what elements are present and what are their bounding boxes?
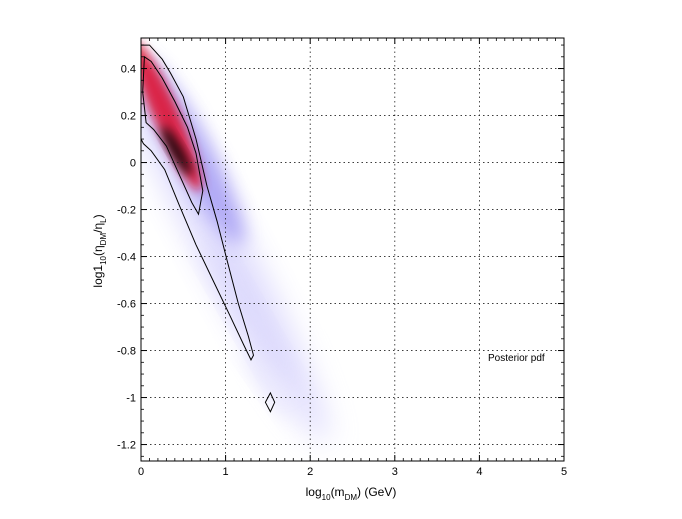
x-tick-label: 5: [561, 466, 567, 478]
posterior-pdf-annotation: Posterior pdf: [488, 353, 545, 364]
y-tick-label: -0.8: [117, 346, 136, 358]
contour-island: [264, 391, 276, 413]
density-blob: [161, 126, 192, 176]
y-tick-label: 0.2: [121, 111, 136, 123]
y-tick-label: 0.4: [121, 64, 136, 76]
label-layer: 0 1 2 3 4 5 0.4 0.2 0 -0.2 -0.4 -0.6 -0.8 -1 -1.2: [117, 64, 567, 478]
tick-layer: [140, 38, 565, 461]
y-tick-label: -1: [126, 393, 136, 405]
y-tick-label: 0: [130, 158, 136, 170]
x-tick-label: 0: [138, 466, 144, 478]
density-blob: [242, 350, 294, 421]
x-tick-label: 1: [223, 466, 229, 478]
density-layer: [141, 40, 329, 443]
y-tick-label: -0.4: [117, 252, 136, 264]
y-axis-label: log110(ηDM/ηL): [91, 214, 108, 287]
y-tick-label: -0.2: [117, 205, 136, 217]
grid-layer: [141, 38, 564, 461]
density-blob: [204, 243, 290, 387]
x-tick-label: 3: [392, 466, 398, 478]
y-tick-label: -0.6: [117, 299, 136, 311]
y-tick-label: -1.2: [117, 440, 136, 452]
contour-outer: [141, 44, 255, 361]
contour-layer: [141, 44, 276, 413]
x-tick-label: 2: [307, 466, 313, 478]
contour-inner: [142, 55, 204, 216]
x-tick-label: 4: [476, 466, 482, 478]
x-axis-label: log10(mDM) (GeV): [306, 485, 397, 502]
